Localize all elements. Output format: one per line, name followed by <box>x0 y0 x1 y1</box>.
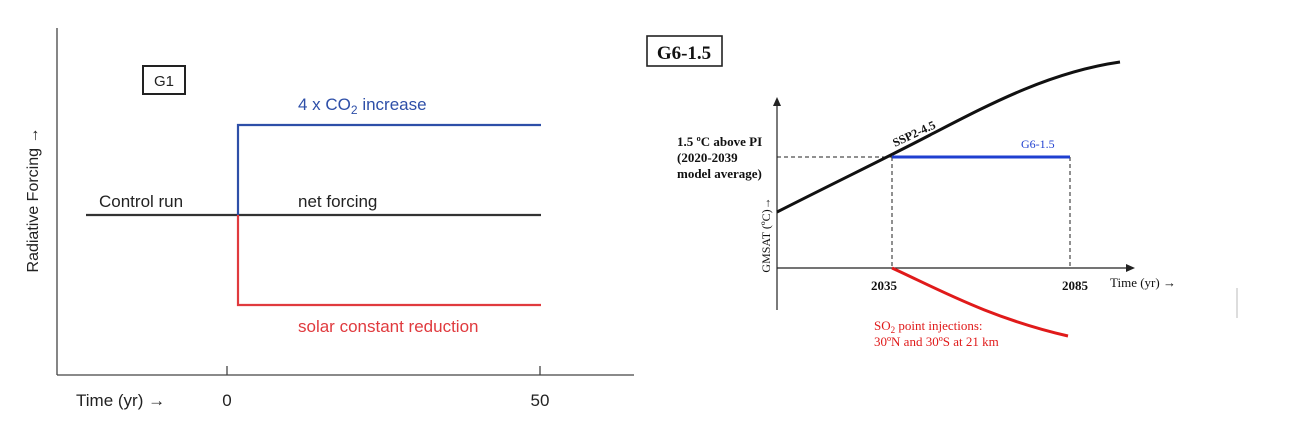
left-panel-g1: 0 50 Time (yr) → Radiative Forcing → G1 … <box>25 28 634 410</box>
right-x-tick-label-2035: 2035 <box>871 278 898 293</box>
right-g6-label: G6-1.5 <box>1021 137 1055 151</box>
left-net-forcing-label: net forcing <box>298 192 377 211</box>
right-x-axis-label: Time (yr) → <box>1110 275 1176 290</box>
right-ssp245-curve <box>776 60 1121 214</box>
right-box-g6-label: G6-1.5 <box>657 43 711 64</box>
right-x-axis-arrow <box>1126 264 1135 272</box>
right-threshold-line1: 1.5 ºC above PI <box>677 134 762 149</box>
left-x-axis-label: Time (yr) → <box>76 391 165 410</box>
left-solar-reduction-line <box>236 215 541 307</box>
left-x-tick-label-50: 50 <box>531 391 550 410</box>
right-y-axis-arrow <box>773 97 781 106</box>
left-solar-label: solar constant reduction <box>298 317 479 336</box>
right-threshold-line3: model average) <box>677 166 762 181</box>
left-co2-label-sub: 2 <box>351 103 358 117</box>
right-so2-label-line1: SO2 point injections: <box>874 318 983 335</box>
right-so2-suffix: point injections: <box>895 318 982 333</box>
right-panel-g6: G6-1.5 2035 2085 Time (yr) → GMSAT (ºC)→… <box>646 35 1238 349</box>
right-y-axis-label: GMSAT (ºC)→ <box>759 197 773 272</box>
left-y-axis-label: Radiative Forcing → <box>25 128 42 273</box>
left-control-run-label: Control run <box>99 192 183 211</box>
right-x-tick-label-2085: 2085 <box>1062 278 1089 293</box>
left-co2-label-suffix: increase <box>358 95 427 114</box>
right-box-g6 <box>646 35 723 67</box>
left-co2-increase-line <box>236 123 541 215</box>
right-so2-curve <box>891 266 1069 338</box>
right-so2-sub: 2 <box>891 325 896 335</box>
left-co2-label-prefix: 4 x CO <box>298 95 351 114</box>
left-box-g1-label: G1 <box>154 73 174 90</box>
right-so2-prefix: SO <box>874 318 891 333</box>
left-x-tick-label-0: 0 <box>222 391 231 410</box>
left-co2-label: 4 x CO2 increase <box>298 95 427 117</box>
right-so2-label-line2: 30ºN and 30ºS at 21 km <box>874 334 999 349</box>
right-threshold-line2: (2020-2039 <box>677 150 738 165</box>
left-box-g1 <box>142 65 186 95</box>
